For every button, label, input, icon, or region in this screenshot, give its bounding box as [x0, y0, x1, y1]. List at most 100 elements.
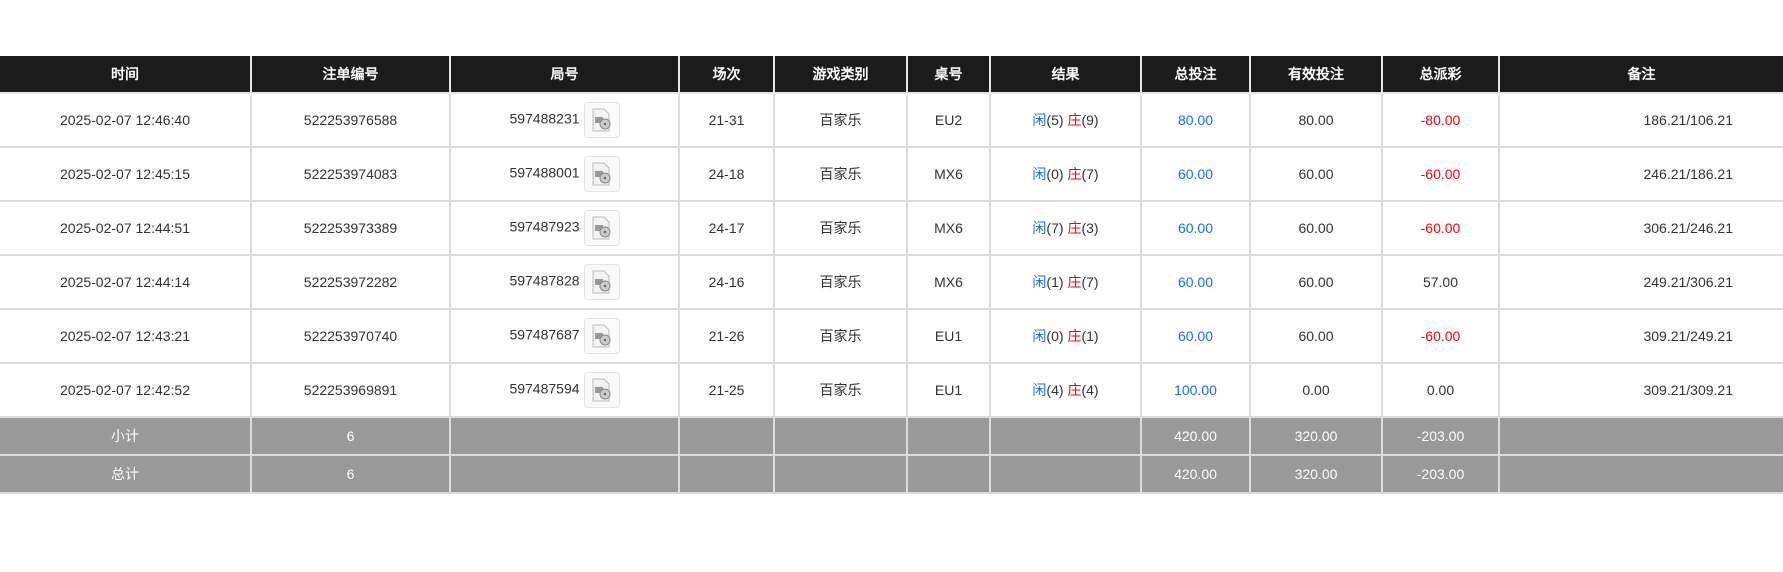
header-table: 桌号 — [906, 56, 991, 94]
cell-payout: -60.00 — [1381, 146, 1500, 202]
cell-game: 百家乐 — [773, 146, 908, 202]
total-row: 总计 6 420.00 320.00 -203.00 — [0, 454, 1783, 494]
banker-score: (3) — [1081, 220, 1099, 236]
player-label: 闲 — [1032, 220, 1047, 236]
banker-score: (7) — [1081, 274, 1099, 290]
round-number: 597487828 — [509, 272, 580, 289]
header-round: 局号 — [449, 56, 680, 94]
total-count: 6 — [250, 454, 451, 494]
cell-game: 百家乐 — [773, 362, 908, 418]
player-score: (0) — [1046, 328, 1064, 344]
video-file-icon[interactable] — [583, 156, 620, 192]
cell-payout: -60.00 — [1381, 308, 1500, 364]
round-number: 597488001 — [509, 164, 580, 181]
header-game: 游戏类别 — [773, 56, 908, 94]
cell-bet-no: 522253969891 — [250, 362, 451, 418]
video-file-icon[interactable] — [583, 102, 620, 138]
cell-shoe: 24-17 — [678, 200, 775, 256]
cell-valid-bet: 60.00 — [1249, 146, 1383, 202]
cell-game: 百家乐 — [773, 308, 908, 364]
cell-payout: 57.00 — [1381, 254, 1500, 310]
video-file-icon[interactable] — [583, 264, 620, 300]
video-file-icon[interactable] — [583, 210, 620, 246]
header-payout: 总派彩 — [1381, 56, 1500, 94]
subtotal-payout: -203.00 — [1381, 416, 1500, 456]
cell-round: 597487828 — [449, 254, 680, 310]
subtotal-valid-bet: 320.00 — [1249, 416, 1383, 456]
cell-payout: 0.00 — [1381, 362, 1500, 418]
total-total-bet: 420.00 — [1140, 454, 1251, 494]
cell-total-bet: 60.00 — [1140, 308, 1251, 364]
banker-score: (7) — [1081, 166, 1099, 182]
banker-label: 庄 — [1067, 112, 1082, 128]
cell-time: 2025-02-07 12:43:21 — [0, 308, 252, 364]
cell-table: MX6 — [906, 254, 991, 310]
cell-remark: 186.21/106.21 — [1498, 92, 1783, 148]
cell-remark: 306.21/246.21 — [1498, 200, 1783, 256]
cell-result: 闲(0) 庄(7) — [989, 146, 1142, 202]
cell-valid-bet: 60.00 — [1249, 200, 1383, 256]
cell-time: 2025-02-07 12:42:52 — [0, 362, 252, 418]
cell-shoe: 21-26 — [678, 308, 775, 364]
cell-time: 2025-02-07 12:44:51 — [0, 200, 252, 256]
cell-table: MX6 — [906, 200, 991, 256]
cell-result: 闲(7) 庄(3) — [989, 200, 1142, 256]
header-remark: 备注 — [1498, 56, 1783, 94]
cell-result: 闲(5) 庄(9) — [989, 92, 1142, 148]
table-row: 2025-02-07 12:45:15 522253974083 5974880… — [0, 146, 1783, 202]
cell-bet-no: 522253972282 — [250, 254, 451, 310]
banker-label: 庄 — [1067, 382, 1082, 398]
table-row: 2025-02-07 12:46:40 522253976588 5974882… — [0, 92, 1783, 148]
subtotal-total-bet: 420.00 — [1140, 416, 1251, 456]
cell-shoe: 21-31 — [678, 92, 775, 148]
total-payout: -203.00 — [1381, 454, 1500, 494]
subtotal-row: 小计 6 420.00 320.00 -203.00 — [0, 416, 1783, 456]
round-number: 597487923 — [509, 218, 580, 235]
cell-result: 闲(4) 庄(4) — [989, 362, 1142, 418]
cell-game: 百家乐 — [773, 92, 908, 148]
banker-score: (1) — [1081, 328, 1099, 344]
cell-shoe: 24-16 — [678, 254, 775, 310]
video-file-icon[interactable] — [583, 372, 620, 408]
cell-time: 2025-02-07 12:44:14 — [0, 254, 252, 310]
cell-round: 597487594 — [449, 362, 680, 418]
cell-total-bet: 60.00 — [1140, 254, 1251, 310]
cell-round: 597488001 — [449, 146, 680, 202]
header-time: 时间 — [0, 56, 252, 94]
total-label: 总计 — [0, 454, 252, 494]
cell-round: 597487923 — [449, 200, 680, 256]
player-label: 闲 — [1032, 382, 1047, 398]
cell-valid-bet: 60.00 — [1249, 254, 1383, 310]
cell-bet-no: 522253974083 — [250, 146, 451, 202]
cell-valid-bet: 60.00 — [1249, 308, 1383, 364]
table-row: 2025-02-07 12:43:21 522253970740 5974876… — [0, 308, 1783, 364]
cell-bet-no: 522253973389 — [250, 200, 451, 256]
cell-remark: 309.21/309.21 — [1498, 362, 1783, 418]
player-score: (4) — [1046, 382, 1064, 398]
banker-label: 庄 — [1067, 328, 1082, 344]
header-result: 结果 — [989, 56, 1142, 94]
player-label: 闲 — [1032, 274, 1047, 290]
header-shoe: 场次 — [678, 56, 775, 94]
cell-shoe: 21-25 — [678, 362, 775, 418]
table-header: 时间 注单编号 局号 场次 游戏类别 桌号 结果 总投注 有效投注 总派彩 备注 — [0, 56, 1783, 94]
cell-total-bet: 60.00 — [1140, 200, 1251, 256]
cell-payout: -60.00 — [1381, 200, 1500, 256]
cell-game: 百家乐 — [773, 200, 908, 256]
cell-shoe: 24-18 — [678, 146, 775, 202]
round-number: 597487594 — [509, 380, 580, 397]
subtotal-count: 6 — [250, 416, 451, 456]
cell-bet-no: 522253970740 — [250, 308, 451, 364]
cell-remark: 246.21/186.21 — [1498, 146, 1783, 202]
cell-payout: -80.00 — [1381, 92, 1500, 148]
header-total-bet: 总投注 — [1140, 56, 1251, 94]
cell-total-bet: 100.00 — [1140, 362, 1251, 418]
table-row: 2025-02-07 12:42:52 522253969891 5974875… — [0, 362, 1783, 418]
player-score: (7) — [1046, 220, 1064, 236]
cell-result: 闲(1) 庄(7) — [989, 254, 1142, 310]
cell-table: EU1 — [906, 308, 991, 364]
round-number: 597488231 — [509, 110, 580, 127]
cell-table: MX6 — [906, 146, 991, 202]
player-label: 闲 — [1032, 328, 1047, 344]
video-file-icon[interactable] — [583, 318, 620, 354]
